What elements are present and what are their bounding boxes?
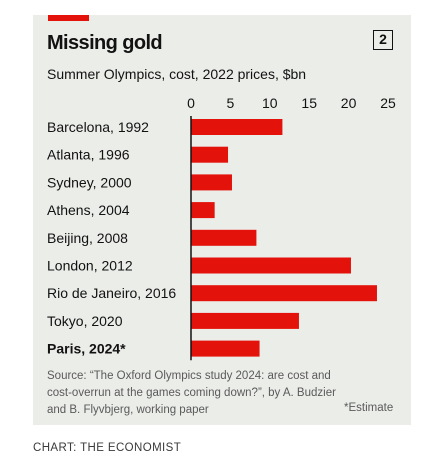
bar-chart: 0 5 10 15 20 25 Barcelona, 1992 Atlanta, 1996 Sy… bbox=[47, 95, 396, 361]
chart-subtitle: Summer Olympics, cost, 2022 prices, $bn bbox=[47, 66, 307, 82]
bar-1 bbox=[191, 146, 229, 163]
chart-number-badge: 2 bbox=[373, 30, 393, 50]
category-label-1: Atlanta, 1996 bbox=[47, 147, 130, 163]
bar-2 bbox=[191, 174, 232, 191]
source-note: Source: “The Oxford Olympics study 2024:… bbox=[47, 370, 336, 416]
x-tick-label-4: 20 bbox=[341, 95, 357, 111]
bar-6 bbox=[191, 285, 377, 302]
red-accent-bar bbox=[48, 15, 89, 21]
category-label-0: Barcelona, 1992 bbox=[47, 119, 149, 135]
category-label-5: London, 2012 bbox=[47, 258, 133, 274]
estimate-note: *Estimate bbox=[344, 402, 394, 414]
bar-0 bbox=[191, 119, 283, 135]
category-label-7: Tokyo, 2020 bbox=[47, 313, 123, 329]
chart-card: Missing gold 2 Summer Olympics, cost, 20… bbox=[33, 15, 411, 425]
x-tick-label-1: 5 bbox=[227, 95, 235, 111]
bar-7 bbox=[191, 312, 299, 329]
bar-3 bbox=[191, 202, 215, 219]
category-label-6: Rio de Janeiro, 2016 bbox=[47, 285, 176, 301]
x-tick-label-2: 10 bbox=[262, 95, 278, 111]
bar-4 bbox=[191, 229, 257, 246]
chart-credit: CHART: THE ECONOMIST bbox=[33, 442, 182, 454]
x-tick-label-5: 25 bbox=[380, 95, 396, 111]
bar-5 bbox=[191, 257, 351, 274]
category-label-3: Athens, 2004 bbox=[47, 202, 130, 218]
chart-title: Missing gold bbox=[47, 32, 163, 54]
bar-8 bbox=[191, 340, 260, 357]
x-tick-label-3: 15 bbox=[301, 95, 317, 111]
x-tick-label-0: 0 bbox=[187, 95, 195, 111]
category-label-8: Paris, 2024* bbox=[47, 341, 126, 357]
category-label-2: Sydney, 2000 bbox=[47, 174, 132, 190]
category-label-4: Beijing, 2008 bbox=[47, 230, 128, 246]
